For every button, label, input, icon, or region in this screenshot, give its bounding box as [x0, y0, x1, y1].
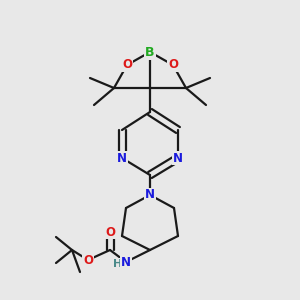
Text: O: O	[168, 58, 178, 71]
Text: B: B	[145, 46, 155, 59]
Text: O: O	[122, 58, 132, 71]
Text: N: N	[173, 152, 183, 164]
Text: H: H	[113, 259, 123, 269]
Text: N: N	[121, 256, 131, 268]
Text: O: O	[83, 254, 93, 266]
Text: N: N	[145, 188, 155, 202]
Text: O: O	[105, 226, 115, 238]
Text: N: N	[117, 152, 127, 164]
